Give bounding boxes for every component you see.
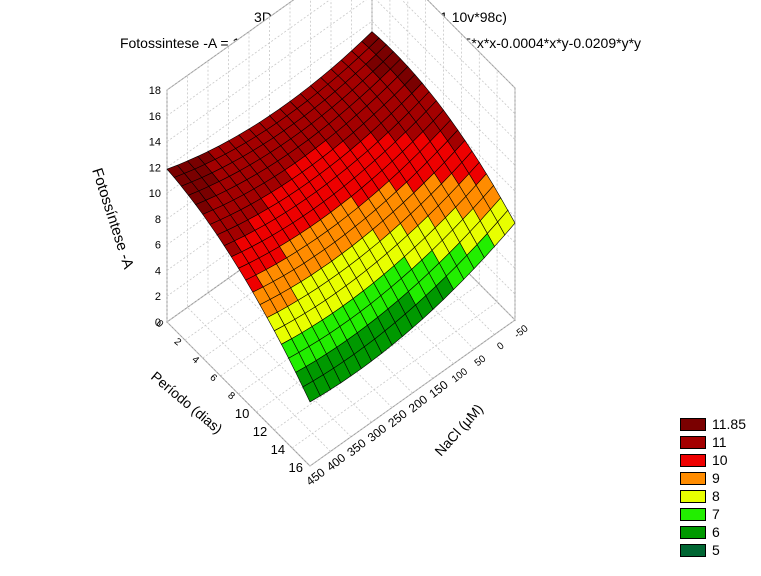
legend-label: 11.85: [712, 416, 746, 432]
x-tick-label: -50: [512, 323, 531, 341]
z-tick-label: 18: [149, 85, 161, 97]
surface-cell: [302, 380, 321, 403]
y-tick-label: 2: [172, 336, 184, 348]
legend-swatch: [680, 435, 706, 449]
legend-label: 11: [712, 434, 727, 450]
z-tick-label: 12: [149, 162, 161, 174]
y-tick-label: 0: [154, 318, 166, 330]
z-tick-label: 14: [149, 137, 161, 149]
legend-swatch: [680, 543, 706, 557]
legend: 11.85 11 10 9 8 7 6 5: [680, 415, 746, 559]
x-gridline: [269, 17, 413, 394]
z-tick-label: 6: [155, 240, 161, 252]
legend-item: 10: [680, 451, 746, 469]
z-tick-label: 0: [155, 317, 161, 329]
x-gridline: [310, 0, 454, 365]
legend-item: 11.85: [680, 415, 746, 433]
legend-swatch: [680, 489, 706, 503]
legend-item: 6: [680, 523, 746, 541]
x-axis-label: NaCl (µM): [431, 401, 486, 459]
y-tick-label: 12: [253, 424, 267, 439]
legend-swatch: [680, 507, 706, 521]
y-tick-label: 8: [225, 390, 237, 402]
legend-label: 8: [712, 488, 720, 504]
x-gridline: [330, 0, 475, 350]
surface-mesh: [166, 31, 516, 403]
legend-item: 11: [680, 433, 746, 451]
y-tick-label: 10: [235, 406, 249, 421]
x-gridline: [289, 2, 434, 379]
y-tick-label: 4: [190, 354, 202, 366]
legend-swatch: [680, 471, 706, 485]
z-tick-label: 4: [155, 265, 161, 277]
x-gridline: [371, 0, 516, 321]
x-gridline: [207, 60, 352, 438]
grid-lines: [166, 0, 516, 467]
x-tick-label: 50: [473, 353, 489, 369]
legend-item: 9: [680, 469, 746, 487]
legend-item: 5: [680, 541, 746, 559]
x-gridline: [248, 31, 393, 408]
x-gridline: [351, 0, 495, 335]
legend-label: 10: [712, 452, 728, 468]
x-tick-label: 100: [450, 366, 470, 385]
x-tick-label: 0: [495, 340, 507, 352]
y-tick-label: 6: [207, 372, 219, 384]
x-tick-label: 450: [303, 465, 328, 489]
z-tick-label: 8: [155, 214, 161, 226]
y-tick-label: 14: [271, 442, 285, 457]
x-gridline: [166, 90, 311, 467]
z-tick-label: 2: [155, 291, 161, 303]
legend-swatch: [680, 525, 706, 539]
legend-label: 9: [712, 470, 720, 486]
legend-item: 8: [680, 487, 746, 505]
y-tick-label: 16: [289, 460, 303, 475]
z-axis-label: Fotossíntese -A: [88, 166, 137, 271]
legend-swatch: [680, 453, 706, 467]
legend-item: 7: [680, 505, 746, 523]
z-tick-label: 10: [149, 188, 161, 200]
legend-label: 5: [712, 542, 720, 558]
x-gridline: [228, 46, 372, 423]
legend-swatch: [680, 417, 706, 431]
z-tick-label: 16: [149, 111, 161, 123]
legend-label: 7: [712, 506, 720, 522]
legend-label: 6: [712, 524, 720, 540]
x-gridline: [187, 75, 331, 452]
